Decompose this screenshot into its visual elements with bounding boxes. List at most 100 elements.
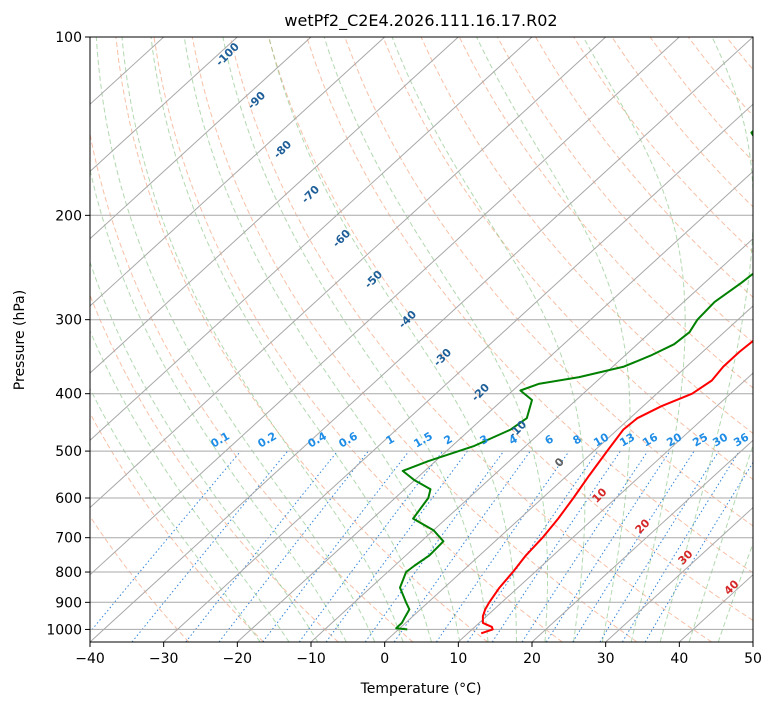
moist-adiabat	[90, 260, 319, 642]
x-axis: −40 −30 −20 −10 0 10 20 30 40 50	[75, 642, 762, 667]
moist-adiabat	[150, 37, 432, 642]
isotherm	[90, 37, 459, 374]
mixing-ratio-line	[325, 450, 468, 642]
mixing-ratio-line	[435, 450, 570, 642]
dry-adiabat-label: -90	[245, 89, 268, 112]
dry-adiabat-label: -50	[362, 268, 385, 291]
y-tick-label: 600	[55, 491, 82, 507]
y-tick-label: 300	[55, 313, 82, 329]
dry-adiabat	[649, 37, 753, 163]
moist-adiabat	[90, 329, 290, 642]
x-tick-label: −30	[149, 651, 179, 667]
moist-adiabat	[582, 37, 686, 642]
x-tick-label: 30	[597, 651, 615, 667]
dry-adiabat	[90, 412, 264, 642]
background-lines	[90, 37, 753, 642]
moist-adiabat	[90, 167, 347, 642]
y-tick-label: 200	[55, 208, 82, 224]
isotherm	[310, 237, 753, 642]
mixing-ratio-line	[262, 450, 410, 642]
dry-adiabat	[382, 37, 753, 481]
mixing-ratio-line	[599, 450, 720, 642]
isotherm	[90, 37, 753, 642]
series-lines	[395, 129, 753, 635]
dry-adiabat-label: -70	[299, 183, 322, 206]
mixing-ratio-label: 1.5	[412, 429, 435, 450]
x-tick-label: 50	[744, 651, 762, 667]
moist-adiabat	[391, 37, 586, 642]
y-tick-label: 700	[55, 531, 82, 547]
moist-adiabat	[222, 37, 489, 642]
x-tick-label: −20	[223, 651, 253, 667]
chart-title: wetPf2_C2E4.2026.111.16.17.R02	[284, 11, 557, 31]
y-tick-label: 1000	[46, 622, 82, 638]
grid-lines	[90, 37, 753, 642]
isotherm	[90, 37, 312, 240]
dewpoint-line	[395, 129, 753, 631]
mixing-ratio-line	[491, 450, 621, 642]
y-axis: 100 200 300 400 500 600 700 800 900 1000	[46, 30, 90, 638]
moist-adiabat	[476, 37, 631, 642]
temperature-line	[480, 339, 753, 635]
mixing-ratio-line	[572, 450, 695, 642]
isotherm	[90, 37, 238, 173]
dry-adiabat	[229, 37, 712, 642]
dry-adiabat	[573, 37, 753, 253]
isotherm	[90, 37, 607, 509]
isotherm	[457, 372, 753, 642]
moist-adiabat	[659, 37, 753, 642]
moist-adiabat	[121, 37, 404, 642]
isotherm	[531, 439, 753, 642]
moist-adiabat	[688, 443, 753, 642]
x-tick-label: 40	[670, 651, 688, 667]
mixing-ratio-label: 10	[591, 430, 611, 449]
isotherm	[90, 37, 533, 442]
x-axis-label: Temperature (°C)	[360, 681, 482, 697]
y-tick-label: 800	[55, 565, 82, 581]
dry-adiabat-label: -60	[330, 227, 353, 250]
dry-adiabat	[90, 131, 414, 642]
moist-adiabat-label: 30	[676, 547, 696, 567]
x-tick-label: −40	[75, 651, 105, 667]
mixing-ratio-line	[467, 450, 599, 642]
mixing-ratio-line	[185, 450, 338, 642]
mixing-ratio-label: 0.1	[209, 429, 232, 450]
isotherm	[90, 37, 386, 307]
moist-adiabat	[268, 37, 517, 642]
mixing-ratio-label: 20	[664, 430, 684, 449]
dry-adiabat	[268, 37, 753, 622]
moist-adiabat	[90, 387, 261, 642]
dry-adiabat-label: -20	[469, 381, 492, 404]
mixing-ratio-line	[298, 450, 444, 642]
mixing-ratio-line	[621, 450, 740, 642]
isotherm	[605, 506, 753, 642]
dry-adiabat	[535, 37, 753, 298]
mixing-ratio-label: 36	[731, 430, 751, 449]
mixing-ratio-label: 1	[384, 432, 397, 447]
mixing-ratio-label: 30	[710, 430, 730, 449]
dry-adiabat	[191, 37, 638, 642]
isotherm	[90, 37, 680, 576]
y-axis-label: Pressure (hPa)	[12, 290, 28, 390]
dry-adiabat	[90, 515, 190, 642]
dry-adiabat	[344, 37, 753, 527]
y-tick-label: 500	[55, 444, 82, 460]
isotherm	[752, 641, 753, 642]
y-tick-label: 900	[55, 595, 82, 611]
y-tick-label: 400	[55, 387, 82, 403]
mixing-ratio-line	[364, 450, 505, 642]
isotherm	[163, 103, 753, 642]
x-tick-label: 20	[523, 651, 541, 667]
mixing-ratio-label: 0.4	[306, 429, 330, 450]
mixing-ratio-line	[131, 450, 288, 642]
moist-adiabat	[183, 37, 461, 642]
y-tick-label: 100	[55, 30, 82, 46]
mixing-ratio-line	[90, 450, 242, 633]
dry-adiabat	[115, 37, 488, 642]
x-tick-label: 0	[380, 651, 389, 667]
mixing-ratio-label: 6	[543, 432, 556, 447]
moist-adiabat-label: 40	[722, 577, 742, 597]
moist-adiabat	[323, 37, 548, 642]
mixing-ratio-label: 0.6	[337, 429, 361, 450]
